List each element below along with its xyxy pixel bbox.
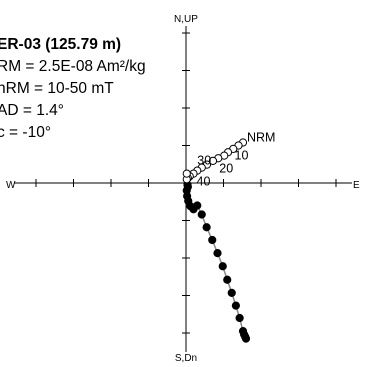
vertical-projection-point	[218, 262, 227, 271]
vertical-projection-point	[231, 301, 240, 310]
info-line-dec: c = -10°	[0, 124, 51, 141]
info-line-hrm: hRM = 10-50 mT	[0, 80, 114, 97]
vertical-projection-point	[208, 235, 217, 245]
point-label: NRM	[247, 131, 275, 145]
vertical-projection-point	[223, 275, 232, 284]
point-label: 30	[197, 154, 211, 168]
axis-label-east: E	[353, 180, 360, 191]
vertical-projection-point	[227, 288, 236, 297]
info-line-sample: ER-03 (125.79 m)	[0, 36, 121, 53]
info-text-block: ER-03 (125.79 m) RM = 2.5E-08 Am²/kg hRM…	[0, 36, 146, 141]
horizontal-projection-point	[182, 169, 191, 178]
axis-label-north: N,UP	[174, 14, 198, 25]
vertical-projection-point	[235, 313, 244, 323]
point-label: 40	[197, 175, 211, 189]
vertical-projection-point	[238, 327, 248, 336]
data-points	[182, 138, 251, 343]
axes	[14, 26, 352, 352]
point-label: 20	[219, 162, 233, 176]
vertical-projection-point	[202, 223, 211, 232]
vertical-projection-point	[213, 249, 222, 258]
info-line-rm: RM = 2.5E-08 Am²/kg	[0, 58, 146, 75]
axis-label-south: S,Dn	[175, 353, 197, 364]
point-label: 10	[235, 149, 249, 163]
info-line-mad: AD = 1.4°	[0, 102, 64, 119]
horizontal-projection-point	[208, 156, 218, 165]
vertical-projection-point	[197, 210, 206, 219]
axis-label-west: W	[6, 180, 16, 191]
